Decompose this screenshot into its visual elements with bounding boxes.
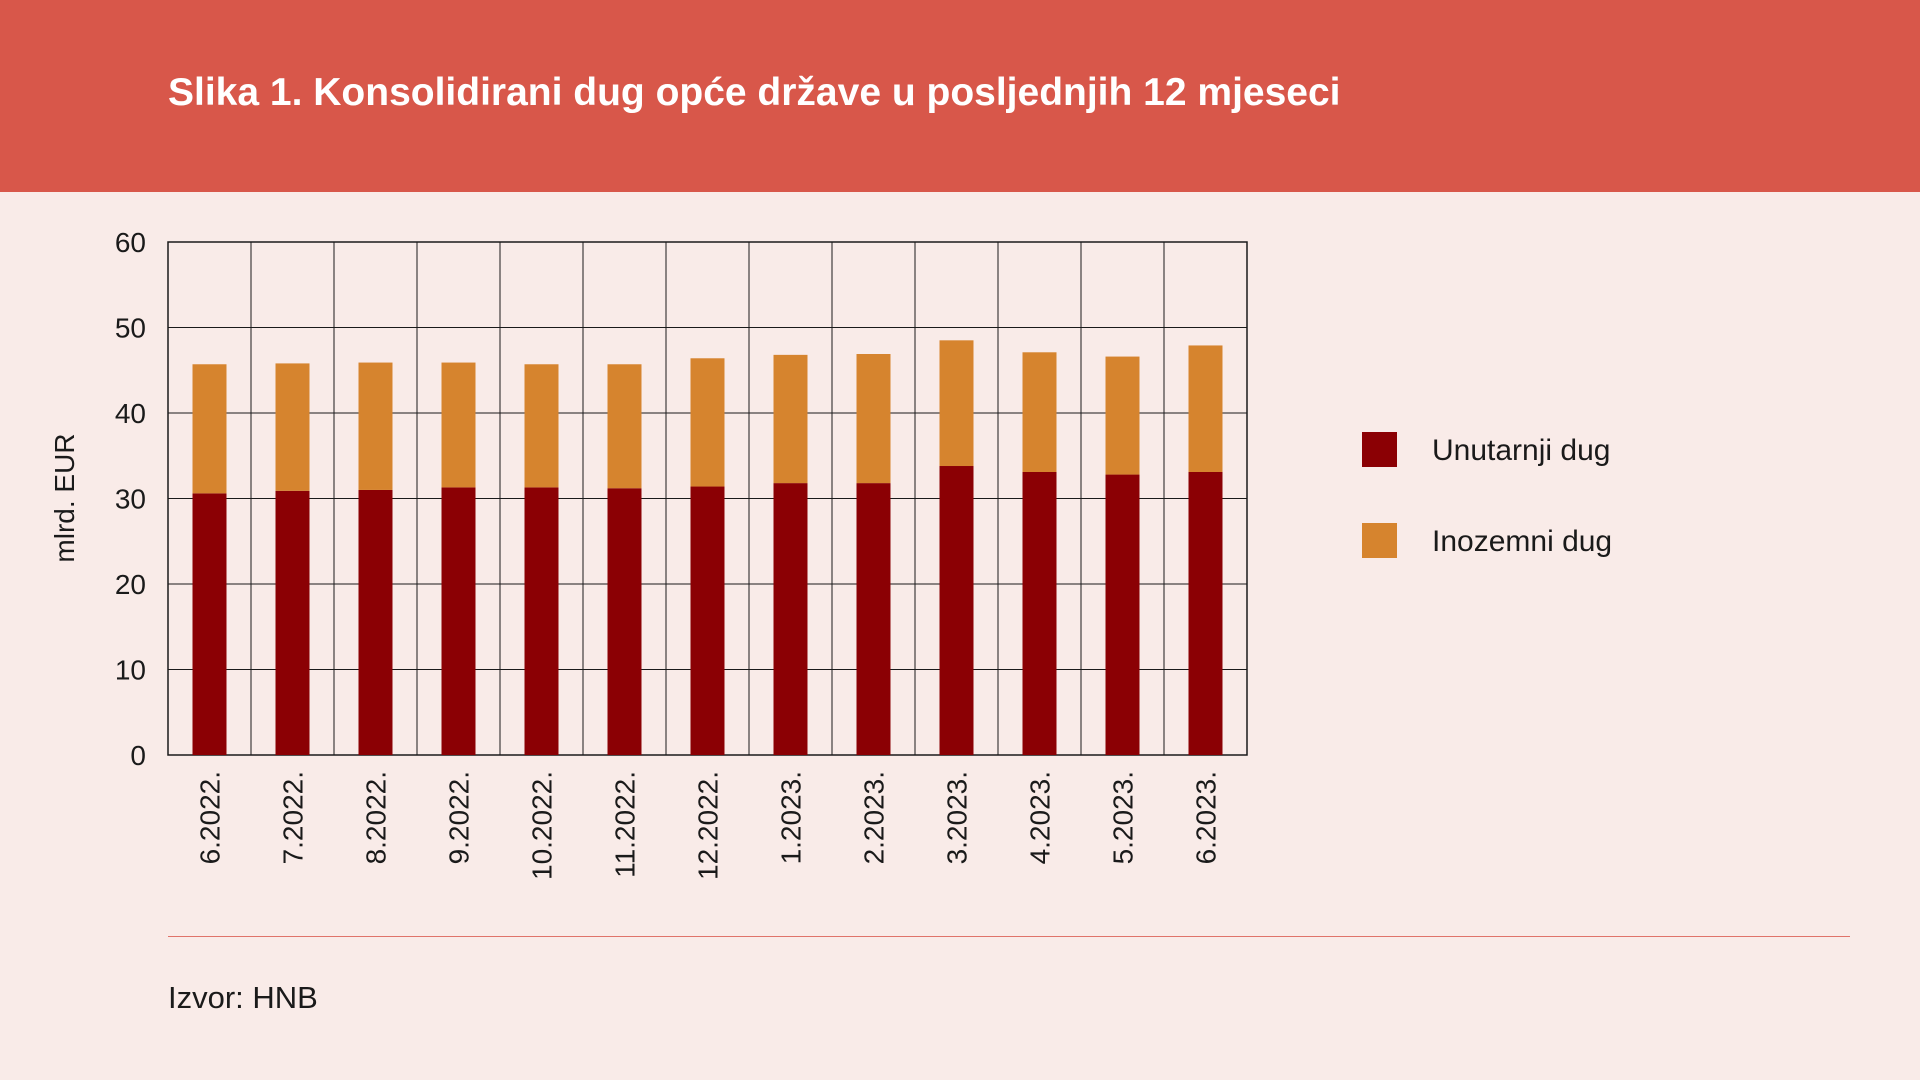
bar-domestic <box>524 487 559 755</box>
bar-foreign <box>939 340 974 467</box>
bar-foreign <box>1188 345 1223 472</box>
legend-label: Unutarnji dug <box>1432 434 1610 467</box>
bar-foreign <box>275 363 310 491</box>
bar-foreign <box>1105 356 1140 475</box>
chart-title: Slika 1. Konsolidirani dug opće države u… <box>168 71 1341 114</box>
bar-domestic <box>441 487 476 755</box>
bar-domestic <box>358 489 393 755</box>
header-banner: Slika 1. Konsolidirani dug opće države u… <box>0 0 1920 192</box>
y-tick-label: 30 <box>115 484 146 515</box>
bar-domestic <box>773 483 808 755</box>
bar-foreign <box>1022 352 1057 472</box>
bar-domestic <box>856 483 891 755</box>
bar-domestic <box>275 490 310 755</box>
y-axis-label: mlrd. EUR <box>49 433 80 562</box>
legend-swatch <box>1362 523 1397 558</box>
chart-grid <box>167 241 1248 756</box>
y-tick-label: 0 <box>130 740 146 771</box>
source-note: Izvor: HNB <box>168 980 318 1015</box>
y-axis-ticks: 0 10 20 30 40 50 60 <box>115 227 146 771</box>
x-tick-label: 6.2023. <box>1191 771 1222 864</box>
x-tick-label: 2.2023. <box>859 771 890 864</box>
y-tick-label: 40 <box>115 398 146 429</box>
bar-domestic <box>607 488 642 755</box>
bar-foreign <box>524 364 559 488</box>
bar-domestic <box>939 466 974 755</box>
bar-foreign <box>773 354 808 484</box>
bar-domestic <box>1105 474 1140 755</box>
x-axis-ticks: 6.2022. 7.2022. 8.2022. 9.2022. 10.2022. 11.2… <box>195 771 1222 880</box>
bar-foreign <box>690 358 725 487</box>
footer-divider <box>168 936 1850 937</box>
bar-chart: 0 10 20 30 40 50 60 6.2022. 7.2022. 8.2022. 9.202… <box>49 227 1612 880</box>
x-tick-label: 3.2023. <box>942 771 973 864</box>
chart-legend: Unutarnji dug Inozemni dug <box>1362 432 1612 558</box>
bar-foreign <box>441 362 476 488</box>
y-tick-label: 60 <box>115 227 146 258</box>
x-tick-label: 9.2022. <box>444 771 475 864</box>
x-tick-label: 11.2022. <box>610 771 641 878</box>
x-tick-label: 5.2023. <box>1108 771 1139 864</box>
x-tick-label: 4.2023. <box>1025 771 1056 864</box>
bar-domestic <box>1188 471 1223 755</box>
bar-foreign <box>856 354 891 484</box>
x-tick-label: 10.2022. <box>527 771 558 880</box>
bar-foreign <box>192 364 227 494</box>
legend-swatch <box>1362 432 1397 467</box>
x-tick-label: 7.2022. <box>278 771 309 864</box>
bar-foreign <box>358 362 393 490</box>
x-tick-label: 6.2022. <box>195 771 226 864</box>
bar-domestic <box>1022 471 1057 755</box>
chart-bars <box>192 340 1223 755</box>
y-tick-label: 20 <box>115 569 146 600</box>
x-tick-label: 12.2022. <box>693 771 724 880</box>
x-tick-label: 8.2022. <box>361 771 392 864</box>
y-tick-label: 10 <box>115 655 146 686</box>
bar-foreign <box>607 364 642 489</box>
bar-domestic <box>690 486 725 755</box>
legend-label: Inozemni dug <box>1432 525 1612 558</box>
bar-domestic <box>192 493 227 755</box>
x-tick-label: 1.2023. <box>776 771 807 864</box>
y-tick-label: 50 <box>115 313 146 344</box>
